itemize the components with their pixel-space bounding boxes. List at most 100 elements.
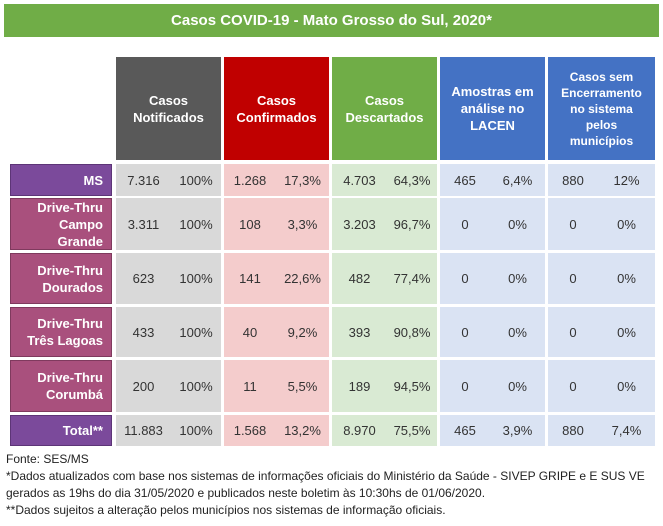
header-line: Descartados — [345, 109, 424, 125]
table-cell: 0% — [490, 253, 545, 304]
table-cell: 0% — [598, 307, 655, 357]
header-line: Casos — [256, 92, 296, 108]
table-row: MS 7.316 100% 1.268 17,3% 4.703 64,3% 465 6,4% 88… — [10, 164, 655, 196]
table-cell: 7,4% — [598, 415, 655, 446]
row-label: MS — [10, 164, 112, 196]
table-cell: 100% — [171, 360, 221, 412]
row-label-line: Drive-Thru — [37, 199, 103, 215]
table-cell: 100% — [171, 198, 221, 250]
table-cell: 3.311 — [116, 198, 171, 250]
table-cell: 0 — [440, 253, 490, 304]
source-note: Fonte: SES/MS — [6, 452, 89, 466]
header-line: Notificados — [133, 109, 204, 125]
table-cell: 6,4% — [490, 164, 545, 196]
row-label-line: Drive-Thru — [37, 262, 103, 278]
table-cell: 482 — [332, 253, 387, 304]
row-label: Total** — [10, 415, 112, 446]
table-cell: 4.703 — [332, 164, 387, 196]
header-casos-descartados: Casos Descartados — [332, 57, 437, 160]
table-cell: 75,5% — [387, 415, 437, 446]
table-cell: 0% — [490, 307, 545, 357]
table-cell: 0 — [548, 360, 598, 412]
table-cell: 77,4% — [387, 253, 437, 304]
table-cell: 22,6% — [276, 253, 329, 304]
header-line: pelos — [585, 117, 618, 132]
table-cell: 0 — [440, 360, 490, 412]
footnote-update: *Dados atualizados com base nos sistemas… — [6, 469, 645, 500]
row-label-line: Total** — [62, 423, 103, 438]
header-line: no sistema — [570, 101, 633, 116]
table-cell: 433 — [116, 307, 171, 357]
footer-notes: Fonte: SES/MS *Dados atualizados com bas… — [6, 451, 661, 519]
row-label: Drive-Thru Corumbá — [10, 360, 112, 412]
table-cell: 141 — [224, 253, 276, 304]
table-cell: 12% — [598, 164, 655, 196]
table-cell: 17,3% — [276, 164, 329, 196]
header-casos-confirmados: Casos Confirmados — [224, 57, 329, 160]
row-label-line: Corumbá — [45, 387, 103, 402]
header-line: Encerramento — [561, 85, 642, 100]
row-label-line: Dourados — [42, 279, 103, 295]
header-line: municípios — [569, 133, 634, 148]
table-cell: 8.970 — [332, 415, 387, 446]
row-label-line: Drive-Thru — [37, 316, 103, 331]
table-cell: 94,5% — [387, 360, 437, 412]
row-label: Drive-Thru Três Lagoas — [10, 307, 112, 357]
table-cell: 3,9% — [490, 415, 545, 446]
header-line: Casos — [364, 92, 404, 108]
table-cell: 11 — [224, 360, 276, 412]
footnote-changes: **Dados sujeitos a alteração pelos munic… — [6, 503, 446, 517]
table-cell: 0 — [440, 307, 490, 357]
table-cell: 100% — [171, 164, 221, 196]
table-cell: 465 — [440, 164, 490, 196]
row-label-line: Drive-Thru — [37, 370, 103, 385]
table-cell: 0% — [490, 360, 545, 412]
row-label-line: Três Lagoas — [27, 333, 103, 348]
header-line: Amostras em — [451, 84, 534, 99]
table-row: Drive-Thru Três Lagoas 433 100% 40 9,2% 393 90,… — [10, 307, 655, 357]
header-casos-sem-encerramento: Casos sem Encerramento no sistema pelos muni… — [548, 57, 655, 160]
table-cell: 11.883 — [116, 415, 171, 446]
table-cell: 0% — [490, 198, 545, 250]
row-label-line: Campo Grande — [57, 216, 103, 249]
row-label: Drive-Thru Campo Grande — [10, 198, 112, 250]
table-cell: 465 — [440, 415, 490, 446]
table-cell: 880 — [548, 415, 598, 446]
table-cell: 0% — [598, 253, 655, 304]
header-line: Confirmados — [236, 109, 317, 125]
table-cell: 1.568 — [224, 415, 276, 446]
table-cell: 1.268 — [224, 164, 276, 196]
header-line: LACEN — [470, 118, 515, 133]
row-label: Drive-Thru Dourados — [10, 253, 112, 304]
table-cell: 393 — [332, 307, 387, 357]
table-cell: 200 — [116, 360, 171, 412]
header-amostras-lacen: Amostras em análise no LACEN — [440, 57, 545, 160]
table-row: Drive-Thru Dourados 623 100% 141 22,6% 482 77,4… — [10, 253, 655, 304]
table-cell: 5,5% — [276, 360, 329, 412]
table-cell: 0% — [598, 360, 655, 412]
table-cell: 623 — [116, 253, 171, 304]
table-title: Casos COVID-19 - Mato Grosso do Sul, 202… — [4, 4, 659, 37]
header-line: Casos sem — [569, 69, 634, 84]
table-cell: 64,3% — [387, 164, 437, 196]
table-cell: 880 — [548, 164, 598, 196]
table-cell: 0 — [548, 253, 598, 304]
table-cell: 100% — [171, 415, 221, 446]
table-cell: 189 — [332, 360, 387, 412]
table-cell: 100% — [171, 253, 221, 304]
table-row: Drive-Thru Corumbá 200 100% 11 5,5% 189 94,5% 0 0… — [10, 360, 655, 412]
table-cell: 9,2% — [276, 307, 329, 357]
table-cell: 90,8% — [387, 307, 437, 357]
table-cell: 0 — [548, 307, 598, 357]
table-row: Total** 11.883 100% 1.568 13,2% 8.970 75,5% 465… — [10, 415, 655, 446]
table-cell: 3,3% — [276, 198, 329, 250]
table-cell: 7.316 — [116, 164, 171, 196]
header-line: Casos — [148, 92, 188, 108]
table-cell: 40 — [224, 307, 276, 357]
table-cell: 108 — [224, 198, 276, 250]
row-label-line: MS — [83, 172, 104, 188]
table-row: Drive-Thru Campo Grande 3.311 100% 108 3,3% 3.… — [10, 198, 655, 250]
table-cell: 0% — [598, 198, 655, 250]
table-cell: 0 — [548, 198, 598, 250]
table-cell: 3.203 — [332, 198, 387, 250]
